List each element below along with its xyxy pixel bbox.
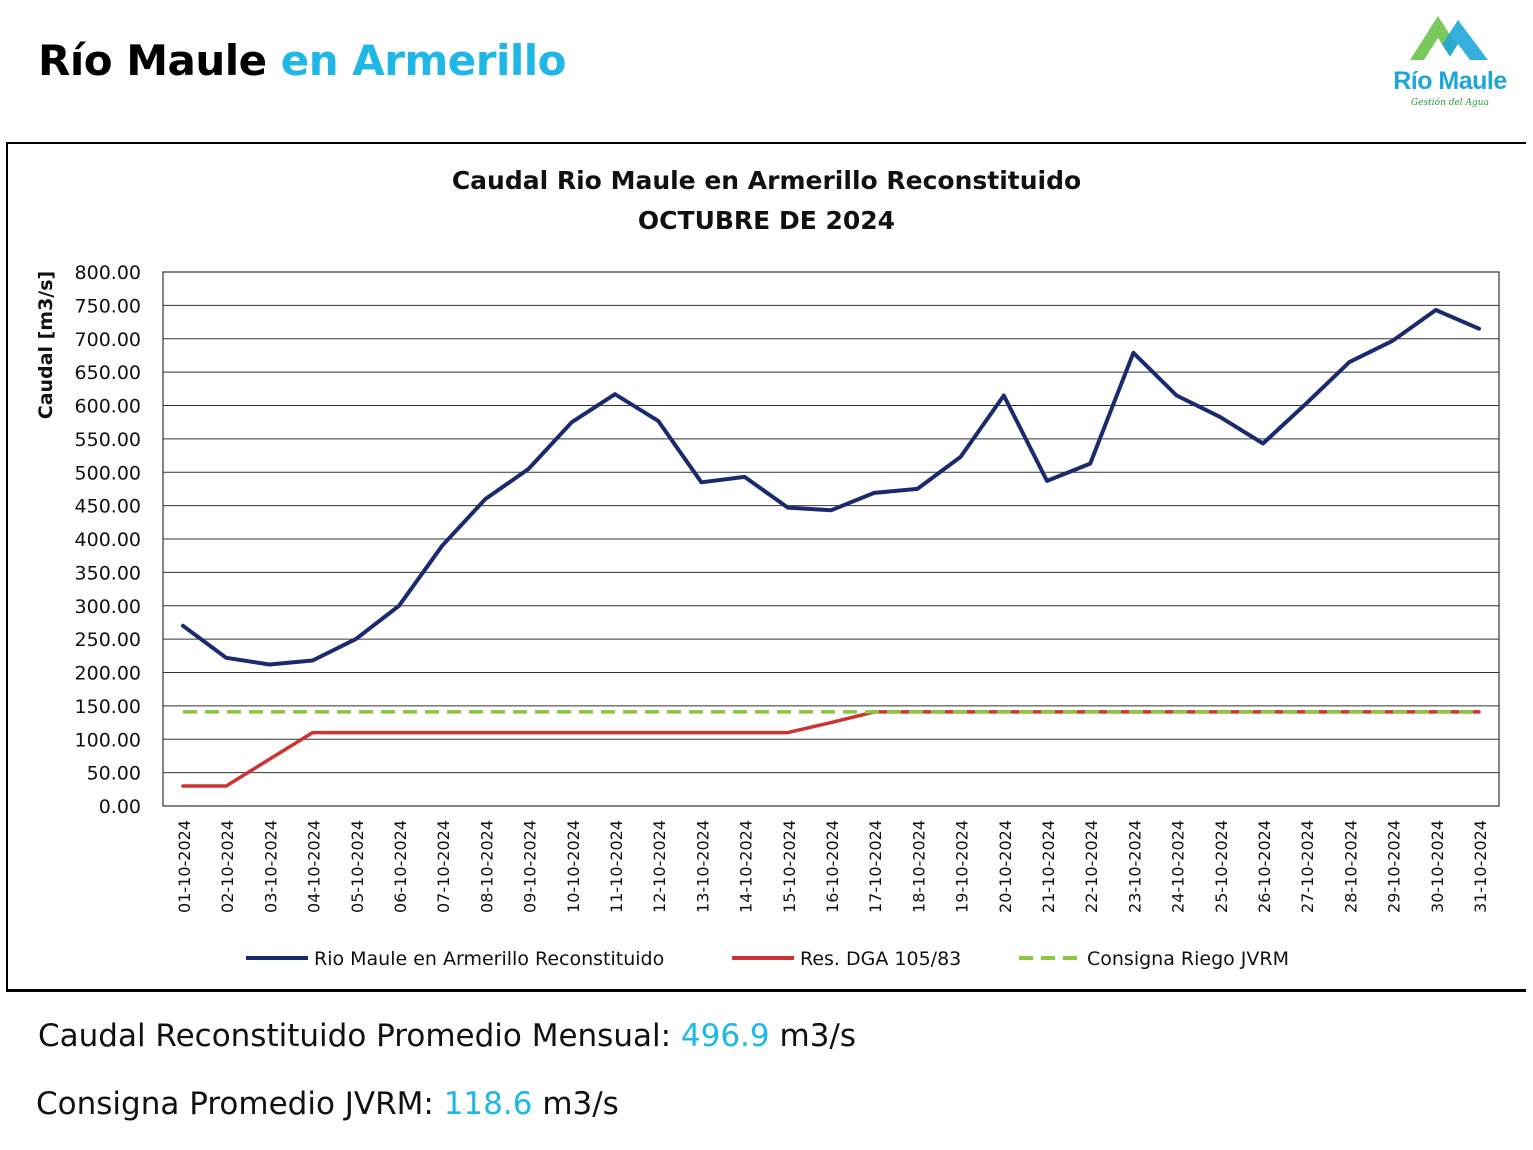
y-tick-label: 400.00 <box>75 529 141 551</box>
x-tick-label: 02-10-2024 <box>218 820 237 913</box>
y-tick-label: 100.00 <box>75 729 141 751</box>
x-tick-label: 10-10-2024 <box>564 820 583 913</box>
x-tick-label: 17-10-2024 <box>866 820 885 913</box>
x-tick-label: 26-10-2024 <box>1255 820 1274 913</box>
plot-area <box>162 271 1500 807</box>
y-tick-label: 800.00 <box>75 262 141 284</box>
x-tick-label: 05-10-2024 <box>348 820 367 913</box>
y-tick-label: 250.00 <box>75 629 141 651</box>
x-tick-label: 18-10-2024 <box>909 820 928 913</box>
footer-monthly-average: Caudal Reconstituido Promedio Mensual: 4… <box>38 1018 856 1054</box>
flow-line-chart: 0.00 50.00 100.00 150.00 200.00 250.00 300.00 3… <box>35 262 1500 970</box>
jvrm-average-label: Consigna Promedio JVRM: <box>36 1086 434 1122</box>
y-tick-label: 700.00 <box>75 329 141 351</box>
y-axis-label: Caudal [m3/s] <box>35 271 57 419</box>
page-title-main: Río Maule <box>38 36 267 85</box>
y-tick-label: 0.00 <box>99 796 141 818</box>
legend-label: Rio Maule en Armerillo Reconstituido <box>314 948 664 970</box>
x-tick-label: 16-10-2024 <box>823 820 842 913</box>
x-tick-label: 28-10-2024 <box>1341 820 1360 913</box>
x-tick-label: 25-10-2024 <box>1212 820 1231 913</box>
x-tick-label: 12-10-2024 <box>650 820 669 913</box>
series-line-2 <box>181 710 1481 788</box>
chart-frame <box>6 142 1526 992</box>
x-tick-label: 14-10-2024 <box>737 820 756 913</box>
monthly-average-value: 496.9 <box>680 1018 770 1054</box>
footer-jvrm-average: Consigna Promedio JVRM: 118.6 m3/s <box>36 1086 619 1122</box>
x-tick-label: 06-10-2024 <box>391 820 410 913</box>
legend-label: Res. DGA 105/83 <box>800 948 961 970</box>
y-tick-label: 350.00 <box>75 562 141 584</box>
x-tick-label: 04-10-2024 <box>305 820 324 913</box>
x-tick-label: 03-10-2024 <box>261 820 280 913</box>
x-tick-label: 09-10-2024 <box>521 820 540 913</box>
rio-maule-logo: Río Maule Gestión del Agua <box>1380 12 1520 117</box>
page-title: Río Maule en Armerillo <box>38 36 567 85</box>
series-line-1 <box>181 308 1481 667</box>
x-tick-label: 27-10-2024 <box>1298 820 1317 913</box>
y-tick-label: 750.00 <box>75 295 141 317</box>
y-tick-label: 300.00 <box>75 596 141 618</box>
y-tick-label: 600.00 <box>75 396 141 418</box>
y-tick-label: 500.00 <box>75 462 141 484</box>
legend-label: Consigna Riego JVRM <box>1087 948 1289 970</box>
x-tick-label: 21-10-2024 <box>1039 820 1058 913</box>
jvrm-average-unit: m3/s <box>542 1086 619 1122</box>
monthly-average-label: Caudal Reconstituido Promedio Mensual: <box>38 1018 672 1054</box>
x-tick-label: 07-10-2024 <box>434 820 453 913</box>
x-tick-label: 01-10-2024 <box>175 820 194 913</box>
x-tick-label: 08-10-2024 <box>477 820 496 913</box>
x-tick-label: 19-10-2024 <box>953 820 972 913</box>
x-tick-label: 13-10-2024 <box>693 820 712 913</box>
x-tick-label: 11-10-2024 <box>607 820 626 913</box>
x-tick-label: 22-10-2024 <box>1082 820 1101 913</box>
chart-subtitle: OCTUBRE DE 2024 <box>637 206 896 235</box>
x-tick-label: 20-10-2024 <box>996 820 1015 913</box>
monthly-average-unit: m3/s <box>779 1018 857 1054</box>
y-tick-label: 450.00 <box>75 496 141 518</box>
x-tick-label: 23-10-2024 <box>1125 820 1144 913</box>
logo-tagline: Gestión del Agua <box>1411 98 1489 108</box>
y-tick-label: 200.00 <box>75 663 141 685</box>
x-tick-label: 24-10-2024 <box>1169 820 1188 913</box>
chart-title: Caudal Rio Maule en Armerillo Reconstitu… <box>451 166 1082 195</box>
x-tick-label: 29-10-2024 <box>1385 820 1404 913</box>
x-tick-label: 30-10-2024 <box>1428 820 1447 913</box>
x-tick-label: 15-10-2024 <box>780 820 799 913</box>
x-tick-label: 31-10-2024 <box>1471 820 1490 913</box>
y-tick-label: 550.00 <box>75 429 141 451</box>
mountain-logo-icon <box>1410 16 1488 60</box>
jvrm-average-value: 118.6 <box>443 1086 533 1122</box>
y-tick-label: 650.00 <box>75 362 141 384</box>
y-tick-label: 50.00 <box>87 763 141 785</box>
page-title-accent: en Armerillo <box>280 36 567 85</box>
y-tick-label: 150.00 <box>75 696 141 718</box>
logo-name: Río Maule <box>1393 67 1507 95</box>
